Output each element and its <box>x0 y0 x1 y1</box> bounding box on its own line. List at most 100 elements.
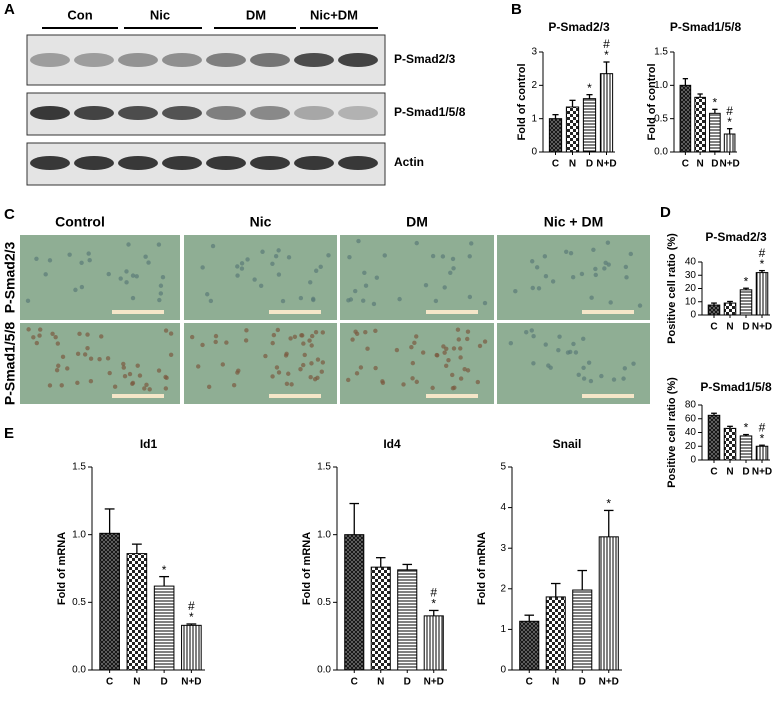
nucleus <box>60 354 66 360</box>
nucleus <box>168 352 174 357</box>
micrograph <box>184 235 337 320</box>
blot-band <box>206 106 246 120</box>
x-tick-label: C <box>710 322 717 333</box>
x-tick-label: N+D <box>424 677 444 688</box>
lane-label: DM <box>246 7 266 22</box>
nucleus <box>588 378 594 384</box>
nucleus <box>570 275 576 280</box>
nucleus <box>534 265 540 270</box>
blot-band <box>74 106 114 120</box>
scale-bar <box>112 394 164 398</box>
nucleus <box>320 330 326 335</box>
band-label: P-Smad2/3 <box>394 52 456 66</box>
nucleus <box>274 365 280 370</box>
x-tick-label: N+D <box>719 159 739 170</box>
nucleus <box>548 365 553 370</box>
nucleus <box>301 362 306 368</box>
bar <box>755 272 769 316</box>
nucleus <box>354 371 360 376</box>
nucleus <box>414 240 419 246</box>
nucleus <box>276 248 281 253</box>
nucleus <box>47 383 53 388</box>
nucleus <box>289 382 294 387</box>
x-tick-label: D <box>742 322 749 333</box>
scale-bar <box>112 310 164 314</box>
y-tick-label: 0.5 <box>654 113 668 124</box>
y-tick-label: 0 <box>531 147 537 158</box>
nucleus <box>434 352 439 358</box>
nucleus <box>235 370 240 375</box>
band-label: Actin <box>394 155 424 169</box>
nucleus <box>127 371 133 377</box>
nucleus <box>465 368 471 373</box>
nucleus <box>286 371 291 376</box>
nucleus <box>543 274 549 279</box>
nucleus <box>163 386 169 391</box>
nucleus <box>581 336 586 342</box>
bar <box>519 620 540 671</box>
nucleus <box>86 251 91 256</box>
y-tick-label: 2 <box>531 80 537 91</box>
nucleus <box>156 368 162 373</box>
nucleus <box>99 334 104 339</box>
nucleus <box>586 360 592 365</box>
row-label: P-Smad2/3 <box>2 241 18 313</box>
bar <box>565 106 580 153</box>
nucleus <box>245 257 250 262</box>
nucleus <box>205 292 210 297</box>
x-tick-label: D <box>742 467 749 478</box>
nucleus <box>137 373 143 378</box>
nucleus <box>107 370 112 376</box>
blot-band <box>162 53 202 67</box>
bar <box>598 536 619 671</box>
column-label: Nic <box>250 214 272 230</box>
significance-mark: * <box>431 597 436 611</box>
y-tick-label: 3 <box>531 47 537 58</box>
y-tick-label: 60 <box>685 413 697 424</box>
nucleus <box>85 332 90 337</box>
nucleus <box>47 258 53 263</box>
nucleus <box>288 336 293 341</box>
y-tick-label: 0.0 <box>72 665 86 676</box>
blot-band <box>338 156 378 170</box>
nucleus <box>157 297 162 303</box>
nucleus <box>550 279 556 284</box>
significance-mark: * <box>760 257 765 271</box>
blot-band <box>250 106 290 120</box>
nucleus <box>79 260 84 266</box>
nucleus <box>106 271 111 277</box>
nucleus <box>67 252 72 257</box>
bar <box>755 445 769 461</box>
nucleus <box>531 334 536 339</box>
nucleus <box>54 367 60 373</box>
nucleus <box>307 338 312 343</box>
nucleus <box>346 377 351 383</box>
scale-bar <box>426 310 478 314</box>
blot-band <box>162 156 202 170</box>
nucleus <box>112 384 118 389</box>
bar <box>582 98 597 153</box>
nucleus <box>467 254 472 259</box>
significance-mark: * <box>162 563 167 577</box>
significance-mark: # <box>430 586 437 600</box>
nucleus <box>124 280 129 285</box>
nucleus <box>444 346 449 351</box>
nucleus <box>118 276 123 281</box>
lane-label: Con <box>67 7 92 22</box>
significance-mark: * <box>727 115 732 129</box>
nucleus <box>371 301 377 307</box>
nucleus <box>637 303 643 308</box>
nucleus <box>467 294 473 300</box>
bar <box>99 532 120 671</box>
nucleus <box>75 351 81 357</box>
nucleus <box>563 249 569 254</box>
y-axis-label: Fold of mRNA <box>301 532 313 605</box>
nucleus <box>462 366 467 372</box>
nucleus <box>130 295 136 301</box>
nucleus <box>458 355 463 360</box>
scale-bar <box>582 310 634 314</box>
bar <box>423 615 444 671</box>
nucleus <box>82 352 88 357</box>
x-tick-label: N <box>377 677 384 688</box>
